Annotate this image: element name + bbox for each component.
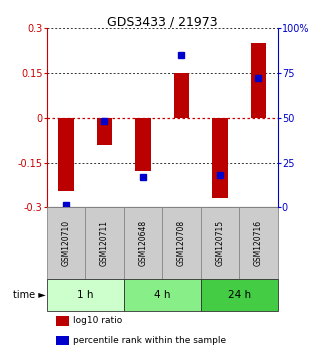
Bar	[85, 207, 124, 279]
Text: time ►: time ►	[13, 290, 46, 300]
Bar	[174, 73, 189, 118]
Bar	[201, 279, 278, 311]
Text: 24 h: 24 h	[228, 290, 251, 300]
Text: 4 h: 4 h	[154, 290, 170, 300]
Bar	[239, 207, 278, 279]
Bar	[56, 336, 68, 346]
Bar	[97, 118, 112, 145]
Text: GSM120715: GSM120715	[215, 220, 224, 266]
Bar	[124, 279, 201, 311]
Bar	[47, 279, 124, 311]
Text: 1 h: 1 h	[77, 290, 93, 300]
Text: GSM120708: GSM120708	[177, 220, 186, 266]
Bar	[251, 43, 266, 118]
Bar	[212, 118, 228, 198]
Text: percentile rank within the sample: percentile rank within the sample	[73, 336, 226, 345]
Bar	[124, 207, 162, 279]
Title: GDS3433 / 21973: GDS3433 / 21973	[107, 15, 217, 28]
Bar	[56, 316, 68, 326]
Bar	[47, 207, 85, 279]
Text: log10 ratio: log10 ratio	[73, 316, 122, 325]
Bar	[162, 207, 201, 279]
Bar	[201, 207, 239, 279]
Text: GSM120710: GSM120710	[61, 220, 70, 266]
Text: GSM120716: GSM120716	[254, 220, 263, 266]
Text: GSM120648: GSM120648	[138, 220, 147, 266]
Bar	[58, 118, 74, 191]
Bar	[135, 118, 151, 171]
Text: GSM120711: GSM120711	[100, 220, 109, 266]
